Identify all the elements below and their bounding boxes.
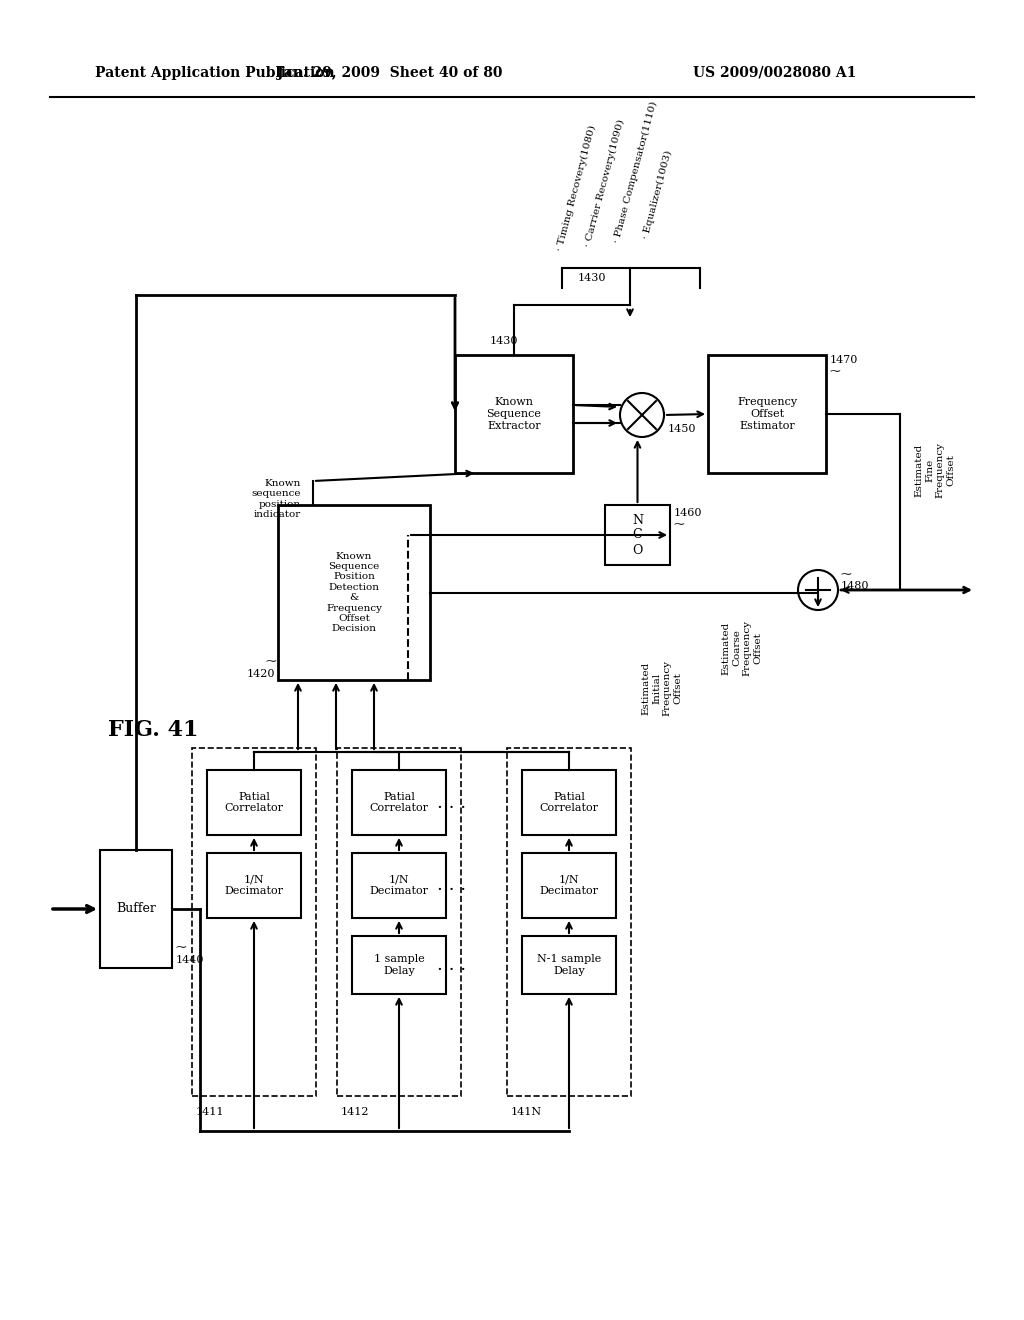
Text: 1480: 1480 <box>841 581 869 591</box>
Text: ~: ~ <box>839 568 852 582</box>
Text: · Timing Recovery(1080): · Timing Recovery(1080) <box>555 124 597 252</box>
Bar <box>522 770 616 836</box>
Text: ~: ~ <box>828 366 841 379</box>
Text: Estimated
Fine
Frequency
Offset: Estimated Fine Frequency Offset <box>914 442 955 498</box>
Text: 1/N
Decimator: 1/N Decimator <box>540 875 598 896</box>
Bar <box>605 506 670 565</box>
Text: Known
Sequence
Position
Detection
&
Frequency
Offset
Decision: Known Sequence Position Detection & Freq… <box>326 552 382 634</box>
Text: 1430: 1430 <box>489 337 518 346</box>
Bar <box>708 355 826 473</box>
Bar <box>522 936 616 994</box>
Text: 141N: 141N <box>511 1107 542 1117</box>
Text: 1460: 1460 <box>674 508 702 517</box>
Bar <box>193 748 316 1096</box>
Text: 1/N
Decimator: 1/N Decimator <box>370 875 428 896</box>
Text: 1 sample
Delay: 1 sample Delay <box>374 954 424 975</box>
Text: 1470: 1470 <box>830 355 858 366</box>
Text: Estimated
Coarse
Frequency
Offset: Estimated Coarse Frequency Offset <box>722 620 762 676</box>
Bar <box>352 770 446 836</box>
Text: Known
Sequence
Extractor: Known Sequence Extractor <box>486 397 542 430</box>
Text: Jan. 29, 2009  Sheet 40 of 80: Jan. 29, 2009 Sheet 40 of 80 <box>278 66 503 81</box>
Text: Patial
Correlator: Patial Correlator <box>540 792 598 813</box>
Text: Patent Application Publication: Patent Application Publication <box>95 66 335 81</box>
Text: ~: ~ <box>174 941 186 954</box>
Text: ~: ~ <box>672 517 685 532</box>
Text: Patial
Correlator: Patial Correlator <box>224 792 284 813</box>
Text: 1411: 1411 <box>196 1107 224 1117</box>
Text: ~: ~ <box>264 655 278 669</box>
Bar <box>337 748 461 1096</box>
Text: N-1 sample
Delay: N-1 sample Delay <box>537 954 601 975</box>
Bar <box>352 936 446 994</box>
Text: Estimated
Initial
Frequency
Offset: Estimated Initial Frequency Offset <box>642 660 682 715</box>
Text: FIG. 41: FIG. 41 <box>108 719 199 741</box>
Text: . . .: . . . <box>437 876 467 895</box>
Bar <box>455 355 573 473</box>
Bar <box>522 853 616 917</box>
Text: · Phase Compensator(1110): · Phase Compensator(1110) <box>612 100 658 244</box>
Bar <box>100 850 172 968</box>
Bar <box>507 748 631 1096</box>
Text: 1440: 1440 <box>176 954 205 965</box>
Text: Known
sequence
position
indicator: Known sequence position indicator <box>252 479 301 519</box>
Bar <box>278 506 430 680</box>
Bar <box>207 770 301 836</box>
Text: US 2009/0028080 A1: US 2009/0028080 A1 <box>693 66 857 81</box>
Text: . . .: . . . <box>437 793 467 812</box>
Text: N
C
O: N C O <box>632 513 643 557</box>
Text: 1450: 1450 <box>668 424 696 434</box>
Text: . . .: . . . <box>437 956 467 974</box>
Text: Frequency
Offset
Estimator: Frequency Offset Estimator <box>737 397 797 430</box>
Text: · Carrier Recovery(1090): · Carrier Recovery(1090) <box>583 119 626 248</box>
Text: 1420: 1420 <box>247 669 275 678</box>
Text: Patial
Correlator: Patial Correlator <box>370 792 428 813</box>
Text: 1412: 1412 <box>341 1107 370 1117</box>
Bar <box>352 853 446 917</box>
Bar <box>207 853 301 917</box>
Text: 1/N
Decimator: 1/N Decimator <box>224 875 284 896</box>
Text: Buffer: Buffer <box>116 903 156 916</box>
Text: 1430: 1430 <box>578 273 606 282</box>
Text: · Equalizer(1003): · Equalizer(1003) <box>641 149 674 240</box>
